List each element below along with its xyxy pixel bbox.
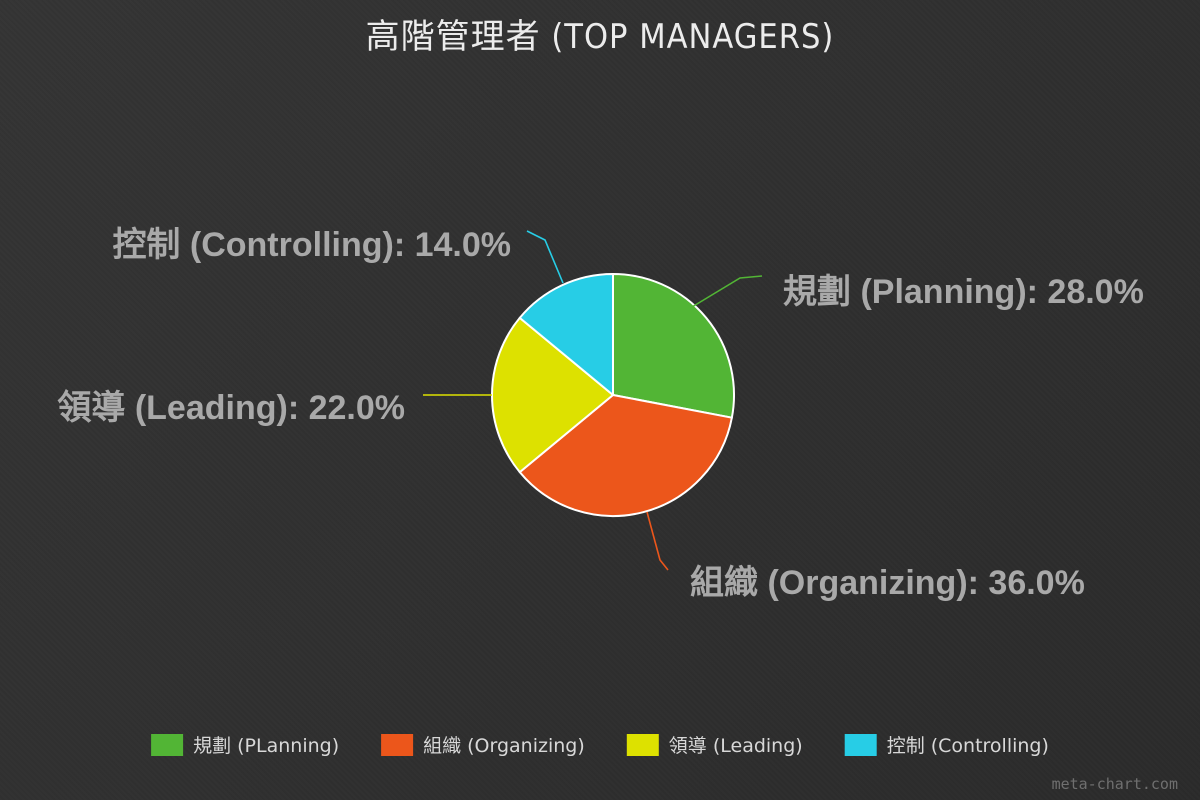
legend-swatch-planning — [151, 734, 184, 756]
slice-label-organizing: 組織 (Organizing): 36.0% — [690, 564, 1085, 602]
legend-label-planning: 規劃 (PLanning) — [193, 735, 339, 757]
legend-item-leading: 領導 (Leading) — [626, 734, 803, 757]
slice-label-controlling: 控制 (Controlling): 14.0% — [112, 226, 511, 264]
legend-item-organizing: 組織 (Organizing) — [381, 734, 585, 757]
legend-label-organizing: 組織 (Organizing) — [423, 735, 585, 757]
leader-line-controlling — [526, 230, 564, 284]
legend-item-controlling: 控制 (Controlling) — [844, 734, 1049, 757]
leader-line-planning — [686, 275, 763, 311]
pie-slices — [491, 273, 735, 517]
legend-label-controlling: 控制 (Controlling) — [887, 735, 1049, 757]
slice-label-leading: 領導 (Leading): 22.0% — [57, 388, 405, 427]
pie-slice-planning — [612, 273, 735, 419]
legend-swatch-leading — [626, 734, 659, 756]
slice-label-planning: 規劃 (Planning): 28.0% — [783, 273, 1144, 311]
legend-label-leading: 領導 (Leading) — [669, 735, 803, 757]
chart-title: 高階管理者 (TOP MANAGERS) — [366, 17, 835, 57]
pie-slice-controlling — [518, 273, 614, 396]
legend-swatch-controlling — [844, 734, 877, 756]
watermark: meta-chart.com — [1052, 775, 1178, 793]
pie-slice-organizing — [518, 394, 733, 517]
pie-slice-leading — [491, 316, 614, 474]
label-leader-lines — [423, 230, 763, 571]
leader-line-organizing — [646, 511, 669, 571]
legend-item-planning: 規劃 (PLanning) — [151, 734, 339, 757]
legend-swatch-organizing — [381, 734, 414, 756]
slice-labels: 規劃 (Planning): 28.0% 組織 (Organizing): 36.… — [57, 226, 1143, 602]
legend: 規劃 (PLanning) 組織 (Organizing) 領導 (Leading)… — [151, 734, 1049, 757]
